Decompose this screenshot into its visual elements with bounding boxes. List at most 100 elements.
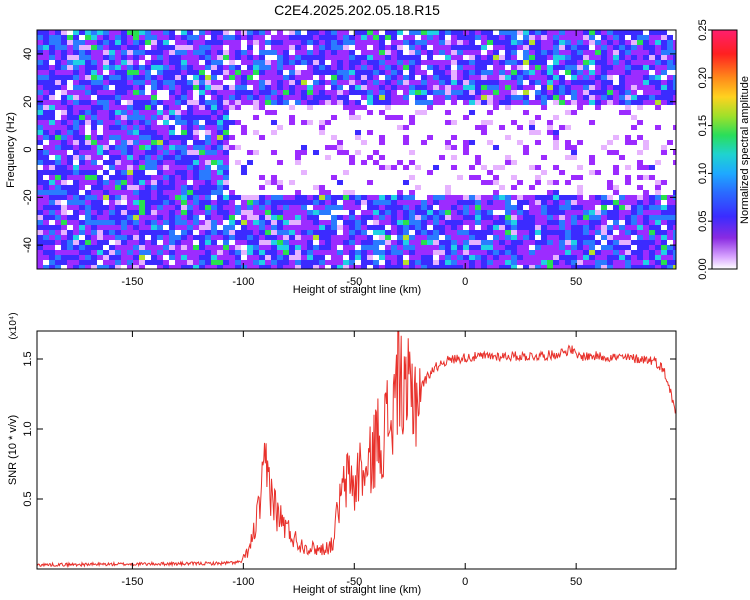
heatmap-cell (637, 40, 643, 45)
heatmap-cell (481, 250, 487, 255)
heatmap-cell (289, 50, 295, 55)
heatmap-cell (439, 40, 445, 45)
heatmap-cell (637, 150, 643, 155)
heatmap-cell (349, 75, 355, 80)
heatmap-cell (229, 140, 235, 145)
heatmap-cell (103, 135, 109, 140)
heatmap-cell (571, 80, 577, 85)
heatmap-cell (451, 255, 457, 260)
heatmap-cell (157, 105, 163, 110)
heatmap-cell (649, 65, 655, 70)
heatmap-cell (367, 100, 373, 105)
heatmap-cell (157, 130, 163, 135)
heatmap-cell (169, 245, 175, 250)
heatmap-cell (619, 200, 625, 205)
heatmap-cell (133, 155, 139, 160)
heatmap-cell (175, 130, 181, 135)
heatmap-cell (337, 30, 343, 35)
heatmap-cell (583, 200, 589, 205)
heatmap-cell (595, 255, 601, 260)
heatmap-cell (505, 50, 511, 55)
heatmap-cell (79, 60, 85, 65)
heatmap-cell (499, 165, 505, 170)
heatmap-cell (157, 125, 163, 130)
heatmap-cell (157, 145, 163, 150)
heatmap-cell (163, 190, 169, 195)
heatmap-cell (109, 140, 115, 145)
heatmap-cell (319, 60, 325, 65)
heatmap-cell (619, 210, 625, 215)
heatmap-cell (313, 215, 319, 220)
heatmap-cell (289, 195, 295, 200)
heatmap-cell (109, 135, 115, 140)
heatmap-cell (439, 145, 445, 150)
heatmap-cell (469, 200, 475, 205)
heatmap-cell (181, 195, 187, 200)
heatmap-cell (283, 50, 289, 55)
heatmap-cell (505, 115, 511, 120)
heatmap-cell (505, 260, 511, 265)
heatmap-cell (205, 170, 211, 175)
heatmap-cell (589, 225, 595, 230)
heatmap-cell (271, 35, 277, 40)
heatmap-cell (439, 60, 445, 65)
heatmap-cell (121, 120, 127, 125)
heatmap-cell (61, 100, 67, 105)
heatmap-cell (271, 145, 277, 150)
heatmap-cell (277, 195, 283, 200)
heatmap-cell (265, 190, 271, 195)
heatmap-cell (181, 210, 187, 215)
heatmap-cell (595, 210, 601, 215)
heatmap-cell (421, 155, 427, 160)
heatmap-cell (67, 85, 73, 90)
heatmap-cell (469, 240, 475, 245)
heatmap-cell (445, 150, 451, 155)
heatmap-cell (643, 75, 649, 80)
heatmap-cell (325, 35, 331, 40)
heatmap-cell (343, 205, 349, 210)
heatmap-cell (223, 265, 229, 269)
heatmap-cell (229, 195, 235, 200)
heatmap-cell (169, 70, 175, 75)
heatmap-cell (313, 70, 319, 75)
heatmap-cell (559, 245, 565, 250)
heatmap-cell (157, 60, 163, 65)
heatmap-cell (109, 185, 115, 190)
heatmap-cell (127, 200, 133, 205)
heatmap-cell (445, 65, 451, 70)
heatmap-cell (121, 185, 127, 190)
heatmap-cell (421, 240, 427, 245)
heatmap-cell (517, 235, 523, 240)
heatmap-cell (79, 205, 85, 210)
heatmap-cell (181, 115, 187, 120)
heatmap-cell (265, 165, 271, 170)
heatmap-cell (247, 200, 253, 205)
heatmap-cell (361, 70, 367, 75)
heatmap-cell (175, 120, 181, 125)
heatmap-cell (139, 135, 145, 140)
heatmap-cell (217, 235, 223, 240)
heatmap-cell (649, 225, 655, 230)
heatmap-cell (349, 210, 355, 215)
heatmap-cell (385, 225, 391, 230)
heatmap-cell (127, 135, 133, 140)
heatmap-cell (583, 90, 589, 95)
heatmap-cell (391, 215, 397, 220)
heatmap-cell (319, 255, 325, 260)
heatmap-cell (541, 35, 547, 40)
heatmap-cell (289, 40, 295, 45)
heatmap-cell (481, 70, 487, 75)
heatmap-cell (199, 100, 205, 105)
heatmap-cell (61, 210, 67, 215)
heatmap-cell (169, 190, 175, 195)
heatmap-cell (331, 145, 337, 150)
heatmap-cell (289, 130, 295, 135)
heatmap-cell (505, 155, 511, 160)
heatmap-cell (397, 85, 403, 90)
heatmap-cell (499, 80, 505, 85)
heatmap-cell (289, 225, 295, 230)
heatmap-cell (451, 155, 457, 160)
heatmap-cell (133, 260, 139, 265)
heatmap-cell (601, 175, 607, 180)
heatmap-cell (343, 185, 349, 190)
